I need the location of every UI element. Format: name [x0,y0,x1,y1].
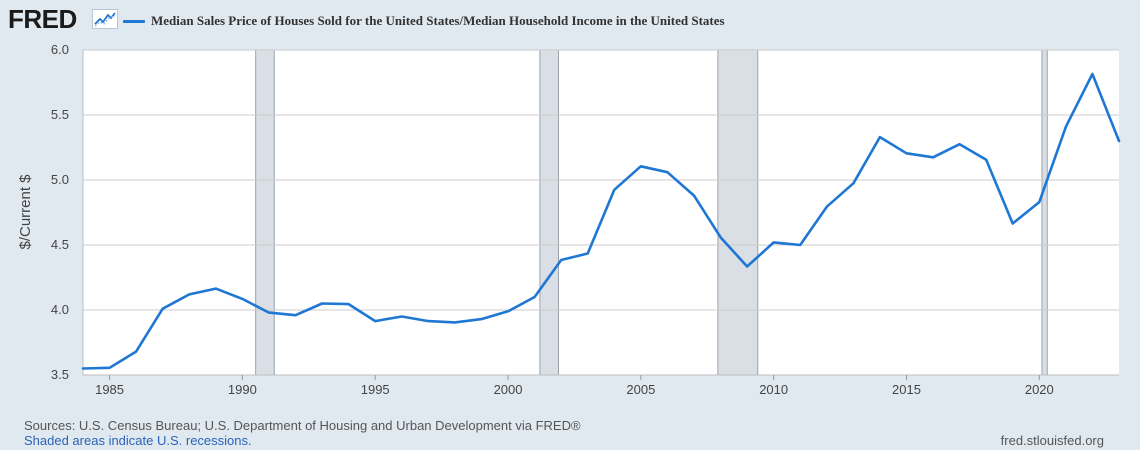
plot-background [83,50,1119,375]
y-tick-label: 4.0 [51,302,69,317]
y-tick-label: 5.0 [51,172,69,187]
x-tick-label: 2005 [626,382,655,397]
legend-swatch [123,19,145,23]
y-tick-label: 6.0 [51,42,69,57]
recession-band [1041,50,1048,375]
x-tick-label: 2000 [494,382,523,397]
line-chart: $/Current $ 3.5 4.0 4.5 5.0 5.5 6.0 1985 1990 19… [17,42,1121,397]
x-tick-label: 1985 [95,382,124,397]
legend-series-label[interactable]: Median Sales Price of Houses Sold for th… [151,13,725,28]
recession-band [717,50,758,375]
fred-logo[interactable]: FRED [8,4,77,34]
legend: Median Sales Price of Houses Sold for th… [123,12,725,30]
x-tick-label: 1990 [228,382,257,397]
trend-line-icon [92,9,118,29]
plot-area: 3.5 4.0 4.5 5.0 5.5 6.0 1985 1990 1995 2000 2005 20… [51,42,1121,397]
x-tick-label: 2020 [1025,382,1054,397]
footer-url[interactable]: fred.stlouisfed.org [1000,433,1104,448]
y-axis-title: $/Current $ [17,174,34,250]
x-tick-label: 2010 [759,382,788,397]
chart-header: FRED Median Sales Price of Houses Sold f… [0,0,1140,42]
footer-sources: Sources: U.S. Census Bureau; U.S. Depart… [24,418,581,433]
recession-band [539,50,559,375]
y-tick-label: 3.5 [51,367,69,382]
y-tick-label: 4.5 [51,237,69,252]
y-tick-label: 5.5 [51,107,69,122]
x-tick-label: 2015 [892,382,921,397]
series-line [81,72,1121,370]
x-tick-label: 1995 [361,382,390,397]
recession-band [255,50,275,375]
footer-recessions-note: Shaded areas indicate U.S. recessions. [24,433,252,448]
